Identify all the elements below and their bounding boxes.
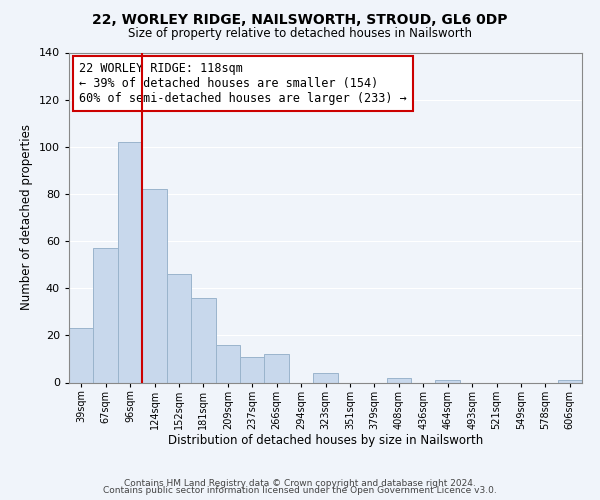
Bar (265, 354, 289, 382)
Text: Contains HM Land Registry data © Crown copyright and database right 2024.: Contains HM Land Registry data © Crown c… (124, 478, 476, 488)
X-axis label: Distribution of detached houses by size in Nailsworth: Distribution of detached houses by size … (168, 434, 483, 448)
Text: 22 WORLEY RIDGE: 118sqm
← 39% of detached houses are smaller (154)
60% of semi-d: 22 WORLEY RIDGE: 118sqm ← 39% of detache… (79, 62, 407, 106)
Text: Contains public sector information licensed under the Open Government Licence v3: Contains public sector information licen… (103, 486, 497, 495)
Bar (313, 373, 338, 382)
Bar (557, 380, 582, 382)
Bar (118, 142, 142, 382)
Bar (94, 248, 118, 382)
Y-axis label: Number of detached properties: Number of detached properties (20, 124, 33, 310)
Bar (167, 274, 191, 382)
Bar (240, 356, 265, 382)
Bar (69, 328, 94, 382)
Bar (142, 189, 167, 382)
Bar (386, 378, 411, 382)
Bar (215, 345, 240, 383)
Text: Size of property relative to detached houses in Nailsworth: Size of property relative to detached ho… (128, 28, 472, 40)
Bar (436, 380, 460, 382)
Text: 22, WORLEY RIDGE, NAILSWORTH, STROUD, GL6 0DP: 22, WORLEY RIDGE, NAILSWORTH, STROUD, GL… (92, 12, 508, 26)
Bar (191, 298, 215, 382)
